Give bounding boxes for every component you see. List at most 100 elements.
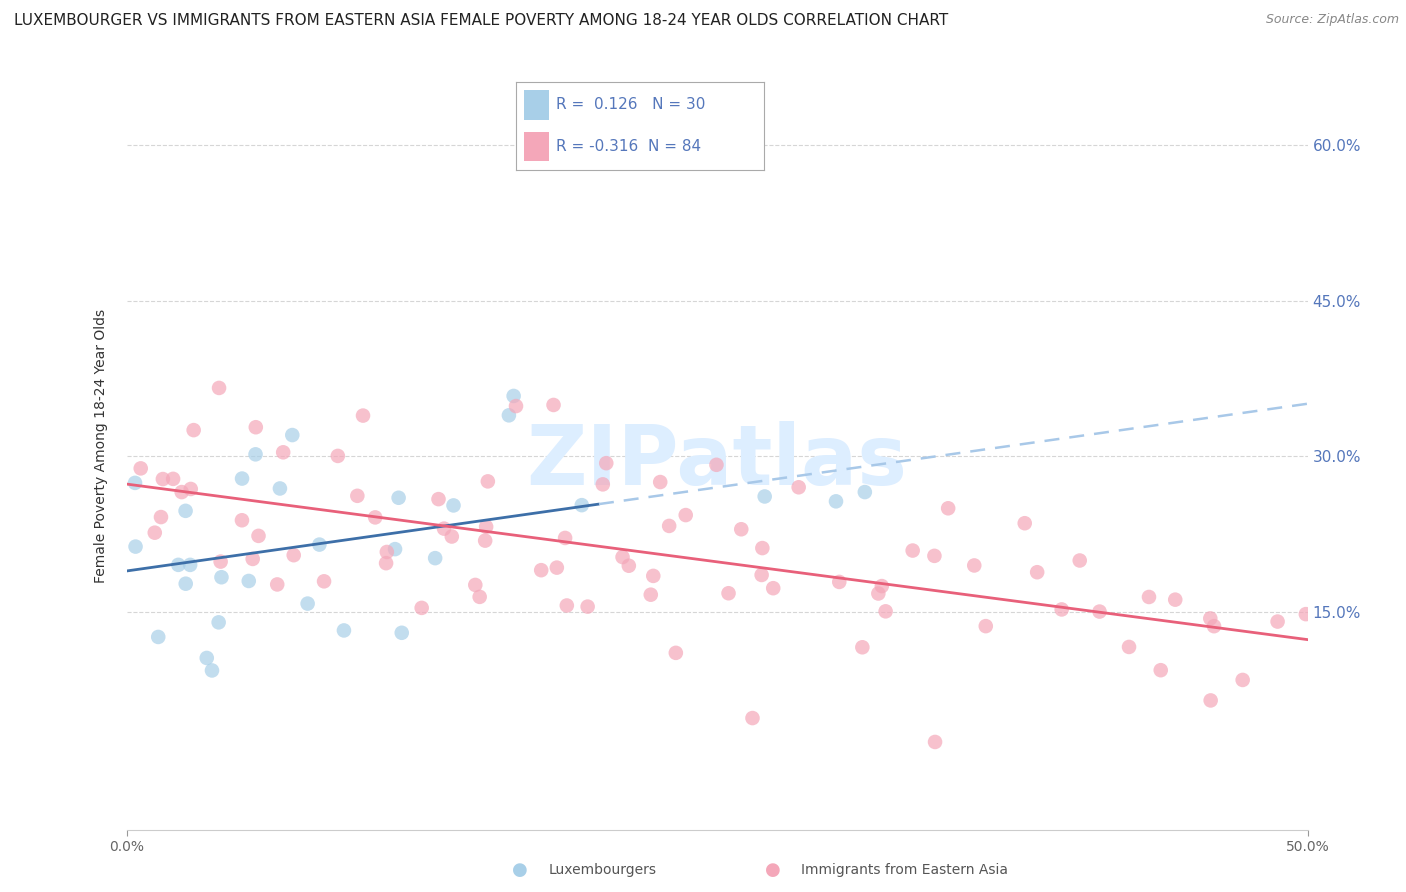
Point — [167, 558, 190, 572]
Point — [195, 651, 218, 665]
Point — [576, 599, 599, 614]
Point — [1050, 602, 1073, 616]
Point — [384, 542, 406, 557]
Point — [148, 630, 170, 644]
Point — [1164, 592, 1187, 607]
Point — [963, 558, 986, 573]
Point — [375, 556, 398, 570]
Point — [762, 581, 785, 595]
Point — [502, 389, 524, 403]
Point — [242, 552, 264, 566]
Point — [124, 540, 146, 554]
Text: ●: ● — [512, 861, 529, 879]
Point — [825, 494, 848, 508]
Point — [1267, 615, 1289, 629]
Point — [554, 531, 576, 545]
Point — [1199, 611, 1222, 625]
Point — [658, 519, 681, 533]
Point — [266, 577, 288, 591]
Point — [375, 545, 398, 559]
Text: LUXEMBOURGER VS IMMIGRANTS FROM EASTERN ASIA FEMALE POVERTY AMONG 18-24 YEAR OLD: LUXEMBOURGER VS IMMIGRANTS FROM EASTERN … — [14, 13, 948, 29]
Point — [612, 550, 634, 565]
Point — [208, 381, 231, 395]
Point — [201, 664, 224, 678]
Point — [245, 420, 267, 434]
Point — [283, 548, 305, 562]
Point — [675, 508, 697, 522]
Point — [875, 604, 897, 618]
Point — [1088, 605, 1111, 619]
Point — [129, 461, 152, 475]
Point — [174, 504, 197, 518]
Point — [505, 399, 527, 413]
Point — [1069, 553, 1091, 567]
Point — [231, 513, 253, 527]
Point — [281, 428, 304, 442]
Point — [754, 490, 776, 504]
Point — [1150, 663, 1173, 677]
Point — [346, 489, 368, 503]
Point — [665, 646, 688, 660]
Point — [901, 543, 924, 558]
Point — [751, 541, 773, 555]
Point — [477, 475, 499, 489]
Point — [149, 510, 172, 524]
Point — [730, 522, 752, 536]
Point — [312, 574, 335, 589]
Point — [640, 588, 662, 602]
Point — [143, 525, 166, 540]
Point — [1295, 607, 1317, 621]
Point — [162, 472, 184, 486]
Point — [464, 578, 486, 592]
Point — [308, 538, 330, 552]
Point — [555, 599, 578, 613]
Point — [333, 624, 356, 638]
Point — [1118, 640, 1140, 654]
Point — [247, 529, 270, 543]
Point — [183, 423, 205, 437]
Point — [717, 586, 740, 600]
Point — [170, 485, 193, 500]
Point — [427, 492, 450, 507]
Point — [174, 576, 197, 591]
Point — [868, 586, 890, 600]
Point — [924, 549, 946, 563]
Point — [1232, 673, 1254, 687]
Y-axis label: Female Poverty Among 18-24 Year Olds: Female Poverty Among 18-24 Year Olds — [94, 309, 108, 583]
Point — [411, 600, 433, 615]
Point — [1199, 693, 1222, 707]
Point — [1137, 590, 1160, 604]
Point — [924, 735, 946, 749]
Point — [179, 558, 201, 572]
Point — [592, 477, 614, 491]
Point — [245, 447, 267, 461]
Point — [475, 520, 498, 534]
Point — [443, 499, 465, 513]
Text: Immigrants from Eastern Asia: Immigrants from Eastern Asia — [801, 863, 1008, 877]
Point — [595, 456, 617, 470]
Point — [468, 590, 491, 604]
Point — [440, 529, 463, 543]
Point — [936, 501, 959, 516]
Point — [271, 445, 294, 459]
Point — [231, 472, 253, 486]
Point — [474, 533, 496, 548]
Point — [741, 711, 763, 725]
Point — [208, 615, 231, 630]
Point — [124, 475, 146, 490]
Point — [851, 640, 873, 655]
Text: Luxembourgers: Luxembourgers — [548, 863, 657, 877]
Point — [643, 569, 665, 583]
Point — [352, 409, 374, 423]
Point — [751, 568, 773, 582]
Point — [211, 570, 233, 584]
Point — [388, 491, 411, 505]
Point — [787, 480, 810, 494]
Point — [853, 485, 876, 500]
Point — [1014, 516, 1036, 531]
Point — [650, 475, 672, 489]
Point — [543, 398, 565, 412]
Point — [571, 498, 593, 512]
Point — [706, 458, 728, 472]
Point — [974, 619, 997, 633]
